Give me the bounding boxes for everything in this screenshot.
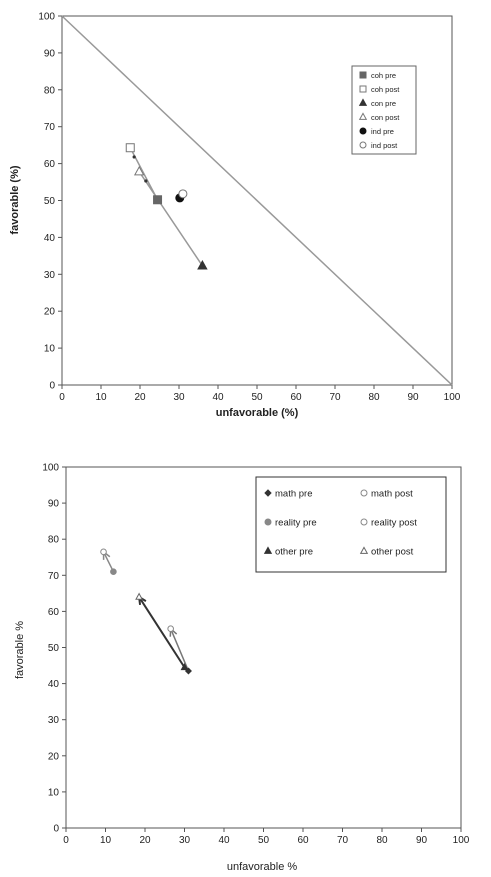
legend-marker-con-pre (358, 98, 368, 106)
point-ind-post (178, 189, 188, 199)
con-connector (138, 171, 204, 267)
x-tick-label: 10 (100, 835, 112, 846)
legend-marker-coh-pre (359, 71, 367, 79)
point-reality-post (100, 548, 107, 556)
y-tick-label: 40 (44, 233, 56, 244)
small-point (132, 155, 136, 159)
legend-marker-con-post (358, 112, 368, 120)
diagonal-line (61, 15, 453, 386)
point-coh-post (125, 143, 135, 153)
legend-marker-coh-post (359, 85, 367, 93)
y-tick-label: 80 (44, 85, 56, 96)
y-tick-label: 30 (48, 715, 60, 726)
y-axis-label: favorable (%) (9, 165, 21, 234)
y-tick-label: 40 (48, 679, 60, 690)
y-tick-label: 90 (44, 48, 56, 59)
legend-label: other post (371, 547, 414, 558)
small-point (144, 179, 148, 183)
point-coh-pre (153, 195, 163, 205)
legend-marker-other-pre (263, 546, 273, 554)
legend-label: con pre (371, 99, 396, 108)
chart-top: 0 10 20 30 40 50 60 70 80 90 100 0 10 20 30 40 50 60 70 80… (9, 12, 461, 420)
point-math-post (167, 625, 174, 633)
x-tick-label: 0 (63, 835, 69, 846)
y-tick-label: 0 (53, 824, 59, 835)
point-other-pre (180, 662, 189, 671)
legend-marker-ind-pre (359, 127, 367, 135)
x-tick-label: 30 (179, 835, 191, 846)
x-tick-label: 50 (251, 392, 263, 403)
point-reality-pre (110, 568, 117, 575)
y-tick-label: 10 (44, 344, 56, 355)
y-tick-label: 70 (48, 571, 60, 582)
x-axis-label: unfavorable (%) (216, 407, 299, 419)
legend-box (351, 65, 417, 155)
math-arrow-line (169, 628, 190, 672)
legend-marker-reality-pre (264, 518, 272, 526)
y-tick-label: 50 (44, 196, 56, 207)
x-tick-label: 100 (453, 835, 470, 846)
legend-label: math pre (275, 489, 313, 500)
y-tick-label: 50 (48, 643, 60, 654)
chart-bottom: 0 10 20 30 40 50 60 70 80 90 100 0 10 20 30 40 50 60 70 80… (14, 463, 470, 874)
x-tick-label: 40 (218, 835, 230, 846)
y-tick-label: 10 (48, 787, 60, 798)
x-axis-label-2: unfavorable % (227, 861, 298, 873)
legend: coh pre coh post con pre con post ind pre ind… (351, 65, 417, 155)
legend-box-2 (255, 476, 447, 573)
y-tick-label: 100 (38, 12, 55, 23)
y-tick-label: 100 (42, 463, 59, 474)
x-tick-label: 70 (329, 392, 341, 403)
legend-label: other pre (275, 547, 313, 558)
x-tick-label: 100 (444, 392, 461, 403)
legend-label: coh post (371, 85, 400, 94)
x-tick-label: 70 (337, 835, 349, 846)
x-tick-label: 50 (258, 835, 270, 846)
x-tick-label: 20 (139, 835, 151, 846)
legend-label: reality post (371, 518, 417, 529)
y-axis-label-2: favorable % (14, 621, 26, 679)
legend-label: ind post (371, 141, 398, 150)
legend-marker-other-post (359, 546, 369, 554)
y-tick-label: 80 (48, 535, 60, 546)
legend-label: reality pre (275, 518, 317, 529)
x-tick-label: 90 (407, 392, 419, 403)
x-tick-label: 80 (376, 835, 388, 846)
x-tick-label: 30 (173, 392, 185, 403)
x-tick-label: 10 (95, 392, 107, 403)
legend-label: math post (371, 489, 413, 500)
x-tick-label: 0 (59, 392, 65, 403)
x-tick-label: 90 (416, 835, 428, 846)
y-tick-label: 60 (48, 607, 60, 618)
legend-marker-math-pre (264, 489, 272, 497)
legend-marker-math-post (360, 489, 368, 497)
reality-arrow-line (102, 551, 115, 573)
point-con-pre (197, 259, 208, 270)
y-tick-label: 20 (44, 307, 56, 318)
legend-label: con post (371, 113, 400, 122)
y-tick-label: 0 (49, 381, 55, 392)
other-arrow-line (138, 596, 186, 668)
point-con-post (133, 165, 145, 176)
y-tick-label: 20 (48, 751, 60, 762)
x-tick-label: 80 (368, 392, 380, 403)
x-tick-label: 60 (297, 835, 309, 846)
legend-label: ind pre (371, 127, 394, 136)
x-tick-label: 60 (290, 392, 302, 403)
x-tick-label: 40 (212, 392, 224, 403)
legend-marker-reality-post (360, 518, 368, 526)
legend-label: coh pre (371, 71, 396, 80)
y-tick-label: 60 (44, 159, 56, 170)
legend-2: math pre math post reality pre reality post… (255, 476, 447, 573)
y-tick-label: 70 (44, 122, 56, 133)
legend-marker-ind-post (359, 141, 367, 149)
y-tick-label: 90 (48, 499, 60, 510)
y-tick-label: 30 (44, 270, 56, 281)
x-tick-label: 20 (134, 392, 146, 403)
point-other-post (135, 592, 144, 600)
